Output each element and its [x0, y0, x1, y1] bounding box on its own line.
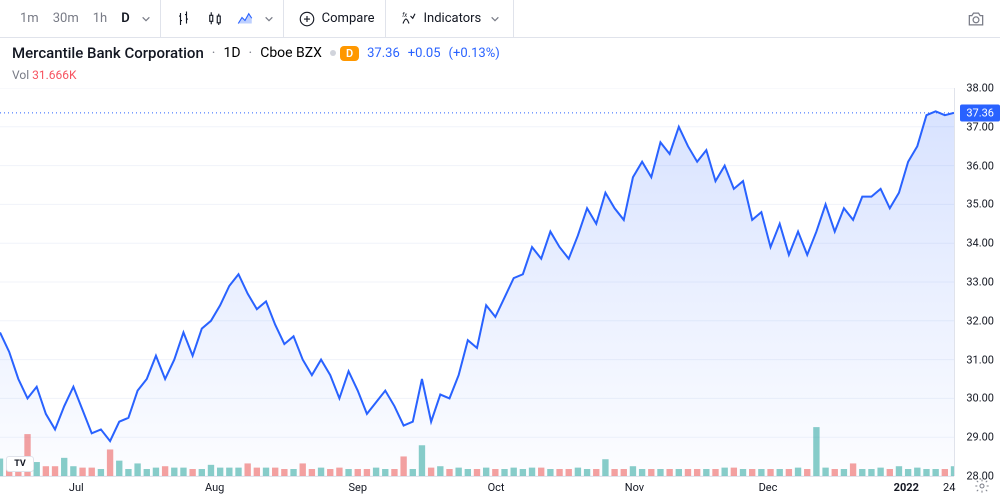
indicators-dropdown-icon[interactable]	[487, 14, 503, 24]
area-icon[interactable]	[231, 5, 259, 33]
y-tick: 31.00	[966, 353, 994, 366]
x-tick: Nov	[625, 481, 644, 494]
y-tick: 36.00	[966, 159, 994, 172]
y-axis[interactable]: 28.0029.0030.0031.0032.0033.0034.0035.00…	[954, 88, 1000, 476]
y-tick: 32.00	[966, 314, 994, 327]
interval-group: 1m 30m 1h D	[8, 0, 161, 37]
timeframe-label: 1D	[223, 45, 240, 61]
volume-row: Vol 31.666K	[0, 68, 1000, 86]
y-tick: 34.00	[966, 237, 994, 250]
y-tick: 30.00	[966, 392, 994, 405]
current-price-tag: 37.36	[960, 104, 1000, 121]
price-change-pct: (+0.13%)	[449, 46, 500, 61]
x-tick: Aug	[205, 481, 224, 494]
last-price: 37.36	[367, 46, 400, 61]
price-chart	[0, 88, 954, 476]
candles-icon[interactable]	[201, 5, 229, 33]
x-tick: 2022	[894, 481, 919, 494]
toolbar: 1m 30m 1h D Compare fx Indicators	[0, 0, 1000, 38]
y-tick: 29.00	[966, 431, 994, 444]
interval-30m[interactable]: 30m	[47, 7, 85, 30]
x-tick: 24	[943, 481, 955, 494]
interval-1h[interactable]: 1h	[87, 7, 113, 30]
y-tick: 33.00	[966, 276, 994, 289]
ticker-name: Mercantile Bank Corporation	[12, 44, 204, 62]
interval-dropdown-icon[interactable]	[138, 14, 154, 24]
volume-label: Vol	[12, 68, 29, 82]
compare-button[interactable]: Compare	[288, 0, 386, 37]
chart-style-group	[165, 0, 284, 37]
x-axis[interactable]: Jul Aug Sep Oct Nov Dec 2022 24	[0, 476, 954, 500]
price-change: +0.05	[408, 46, 441, 61]
bars-icon[interactable]	[171, 5, 199, 33]
interval-1m[interactable]: 1m	[14, 7, 45, 30]
interval-D[interactable]: D	[115, 7, 135, 30]
x-tick: Jul	[69, 481, 84, 494]
y-tick: 37.00	[966, 120, 994, 133]
volume-value: 31.666K	[32, 68, 76, 82]
snapshot-icon[interactable]	[960, 3, 992, 35]
info-row: Mercantile Bank Corporation · 1D · Cboe …	[0, 38, 1000, 68]
exchange-label: Cboe BZX	[260, 45, 322, 61]
style-dropdown-icon[interactable]	[261, 14, 277, 24]
compare-label: Compare	[322, 11, 375, 26]
indicators-label: Indicators	[424, 11, 482, 26]
y-tick: 35.00	[966, 198, 994, 211]
tradingview-logo[interactable]: TV	[6, 456, 34, 472]
x-tick: Oct	[488, 481, 505, 494]
delay-badge: D	[340, 46, 359, 61]
indicators-button[interactable]: fx Indicators	[390, 0, 515, 37]
x-tick: Sep	[348, 481, 367, 494]
chart-area[interactable]	[0, 88, 954, 476]
x-tick: Dec	[759, 481, 778, 494]
y-tick: 38.00	[966, 82, 994, 95]
svg-text:fx: fx	[402, 11, 407, 18]
settings-icon[interactable]	[974, 478, 990, 498]
